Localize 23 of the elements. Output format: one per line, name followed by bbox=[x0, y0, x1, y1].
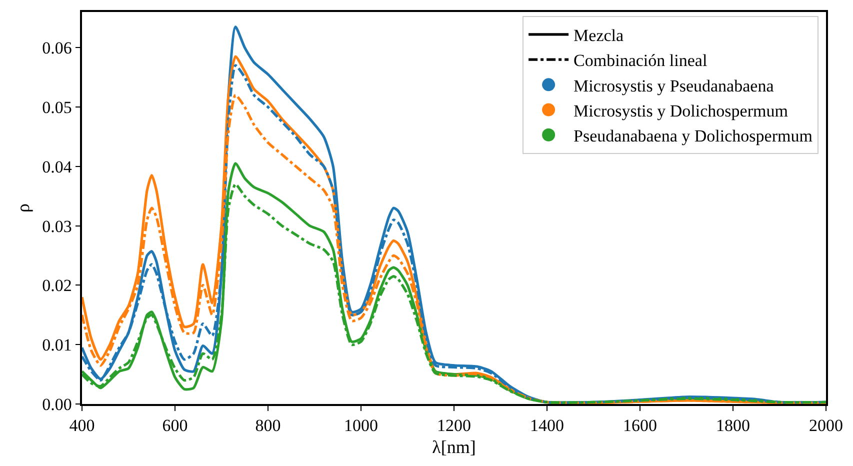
x-tick-label: 1600 bbox=[623, 416, 657, 436]
y-tick-label: 0.05 bbox=[42, 98, 72, 117]
legend-label: Microsystis y Pseudanabaena bbox=[574, 76, 774, 96]
x-tick-label: 1800 bbox=[716, 416, 750, 436]
y-tick-label: 0.04 bbox=[42, 157, 72, 176]
x-tick-label: 400 bbox=[69, 416, 95, 436]
y-tick-label: 0.00 bbox=[42, 394, 72, 414]
x-tick-label: 1400 bbox=[530, 416, 564, 436]
x-tick-label: 600 bbox=[162, 416, 188, 436]
y-tick-label: 0.01 bbox=[42, 336, 72, 355]
x-tick-label: 2000 bbox=[809, 416, 843, 436]
y-tick-label: 0.06 bbox=[42, 38, 72, 58]
legend-label: Mezcla bbox=[574, 26, 624, 46]
y-tick-label: 0.03 bbox=[42, 216, 72, 236]
legend-label: Microsystis y Dolichospermum bbox=[574, 101, 788, 120]
x-axis-title: λ[nm] bbox=[432, 436, 476, 457]
legend-label: Combinación lineal bbox=[574, 51, 708, 70]
x-tick-label: 1200 bbox=[437, 416, 471, 436]
x-tick-label: 1000 bbox=[344, 416, 378, 436]
y-tick-label: 0.02 bbox=[42, 276, 72, 296]
legend-label: Pseudanabaena y Dolichospermum bbox=[574, 126, 812, 146]
y-axis-title: ρ bbox=[12, 203, 33, 212]
x-tick-label: 800 bbox=[255, 416, 281, 436]
